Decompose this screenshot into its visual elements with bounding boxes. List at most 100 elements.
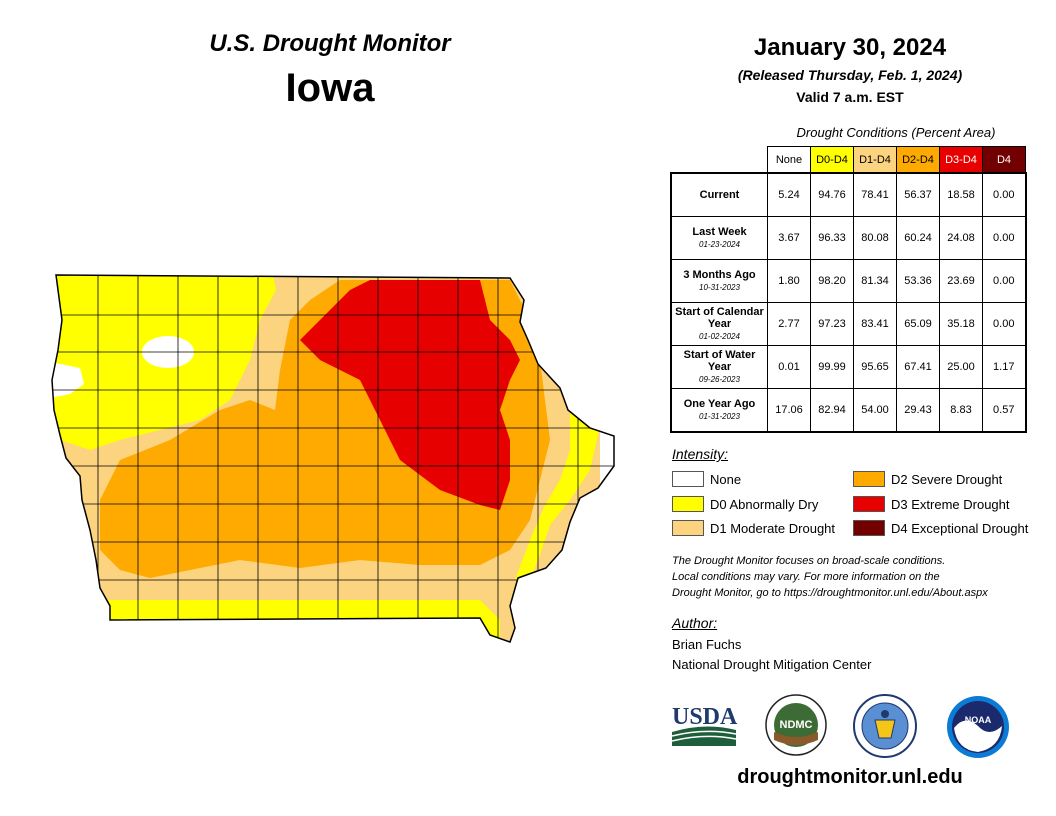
table-cell: 94.76 (810, 172, 854, 217)
county-boundaries (52, 275, 614, 642)
note-line: The Drought Monitor focuses on broad-sca… (672, 555, 946, 567)
row-date: 01-31-2023 (699, 411, 740, 421)
table-cell: 83.41 (853, 302, 897, 346)
table-caption: Drought Conditions (Percent Area) (796, 125, 996, 140)
table-cell: 0.00 (982, 302, 1026, 346)
state-title: Iowa (285, 66, 375, 110)
table-cell: 97.23 (810, 302, 854, 346)
table-cell: 0.00 (982, 216, 1026, 260)
table-cell: 65.09 (896, 302, 940, 346)
state-outline (51, 274, 615, 643)
commerce-logo (853, 694, 917, 758)
legend-item-d0: D0 Abnormally Dry (672, 496, 818, 512)
table-cell: 8.83 (939, 388, 983, 433)
row-label: Current (670, 172, 768, 217)
row-label: Start of Calendar Year 01-02-2024 (670, 302, 768, 346)
column-header-d2-d4: D2-D4 (896, 146, 940, 174)
table-cell: 17.06 (767, 388, 811, 433)
table-row-start-of-water-year: Start of Water Year 09-26-2023 0.01 99.99… (670, 345, 1026, 389)
table-cell: 78.41 (853, 172, 897, 217)
d1-region-south (100, 585, 240, 600)
table-cell: 82.94 (810, 388, 854, 433)
table-row-last-week: Last Week 01-23-2024 3.67 96.33 80.08 60.… (670, 216, 1026, 260)
legend-item-none: None (672, 471, 741, 487)
map-date: January 30, 2024 (753, 34, 947, 61)
note-line: Drought Monitor, go to https://droughtmo… (672, 587, 988, 599)
column-header-d3-d4: D3-D4 (939, 146, 983, 174)
table-row-current: Current 5.24 94.76 78.41 56.37 18.58 0.0… (670, 172, 1026, 217)
disclaimer-note: The Drought Monitor focuses on broad-sca… (672, 553, 1052, 601)
table-cell: 29.43 (896, 388, 940, 433)
legend-item-d1: D1 Moderate Drought (672, 520, 835, 536)
table-cell: 80.08 (853, 216, 897, 260)
table-cell: 23.69 (939, 259, 983, 303)
table-cell: 1.80 (767, 259, 811, 303)
table-row-one-year-ago: One Year Ago 01-31-2023 17.06 82.94 54.00… (670, 388, 1026, 433)
legend-label: D1 Moderate Drought (710, 520, 836, 536)
legend-title: Intensity: (672, 446, 729, 462)
release-date: (Released Thursday, Feb. 1, 2024) (737, 67, 963, 83)
legend-label: D3 Extreme Drought (891, 496, 1010, 512)
table-cell: 25.00 (939, 345, 983, 389)
legend-label: D2 Severe Drought (891, 471, 1003, 487)
table-cell: 95.65 (853, 345, 897, 389)
table-cell: 96.33 (810, 216, 854, 260)
legend-swatch (853, 471, 885, 487)
legend-swatch (853, 496, 885, 512)
legend-item-d4: D4 Exceptional Drought (853, 520, 1028, 536)
usda-logo-text: USDA (672, 704, 738, 730)
column-header-d1-d4: D1-D4 (853, 146, 897, 174)
row-date: 09-26-2023 (699, 374, 740, 384)
table-cell: 0.01 (767, 345, 811, 389)
usda-logo: USDA (671, 704, 738, 746)
row-label: One Year Ago 01-31-2023 (670, 388, 768, 433)
row-date: 01-02-2024 (699, 331, 740, 341)
row-label: Last Week 01-23-2024 (670, 216, 768, 260)
d0-region-east (515, 410, 600, 580)
table-cell: 0.00 (982, 172, 1026, 217)
table-cell: 67.41 (896, 345, 940, 389)
valid-time: Valid 7 a.m. EST (796, 89, 904, 105)
noaa-logo: NOAA (947, 696, 1009, 758)
table-cell: 0.57 (982, 388, 1026, 433)
column-header-d0-d4: D0-D4 (810, 146, 854, 174)
table-cell: 54.00 (853, 388, 897, 433)
table-cell: 35.18 (939, 302, 983, 346)
table-cell: 0.00 (982, 259, 1026, 303)
row-label: 3 Months Ago 10-31-2023 (670, 259, 768, 303)
row-date: 10-31-2023 (699, 282, 740, 292)
ndmc-logo: NDMC (765, 694, 827, 756)
table-cell: 18.58 (939, 172, 983, 217)
legend-item-d3: D3 Extreme Drought (853, 496, 1010, 512)
row-label: Start of Water Year 09-26-2023 (670, 345, 768, 389)
table-corner (671, 147, 768, 174)
column-header-d4: D4 (982, 146, 1026, 174)
table-row-start-of-calendar-year: Start of Calendar Year 01-02-2024 2.77 97… (670, 302, 1026, 346)
legend-label: D4 Exceptional Drought (891, 520, 1029, 536)
product-title: U.S. Drought Monitor (209, 30, 451, 57)
legend-item-d2: D2 Severe Drought (853, 471, 1002, 487)
table-cell: 81.34 (853, 259, 897, 303)
table-cell: 24.08 (939, 216, 983, 260)
table-cell: 56.37 (896, 172, 940, 217)
author-heading: Author: (672, 615, 718, 631)
legend-swatch (672, 471, 704, 487)
row-date: 01-23-2024 (699, 239, 740, 249)
iowa-drought-map (51, 274, 615, 643)
d0-region-south (100, 600, 500, 642)
drought-conditions-table: None D0-D4 D1-D4 D2-D4 D3-D4 D4 Current … (670, 146, 1027, 433)
table-cell: 60.24 (896, 216, 940, 260)
table-cell: 3.67 (767, 216, 811, 260)
noaa-logo-text: NOAA (965, 715, 992, 725)
legend-label: D0 Abnormally Dry (710, 496, 819, 512)
legend-swatch (853, 520, 885, 536)
legend-swatch (672, 496, 704, 512)
table-row-3-months-ago: 3 Months Ago 10-31-2023 1.80 98.20 81.34 … (670, 259, 1026, 303)
author-name: Brian Fuchs (672, 637, 742, 652)
column-header-none: None (767, 146, 811, 174)
table-cell: 2.77 (767, 302, 811, 346)
table-cell: 98.20 (810, 259, 854, 303)
ndmc-logo-text: NDMC (780, 719, 813, 731)
note-line: Local conditions may vary. For more info… (672, 571, 940, 583)
legend-label: None (710, 471, 742, 487)
